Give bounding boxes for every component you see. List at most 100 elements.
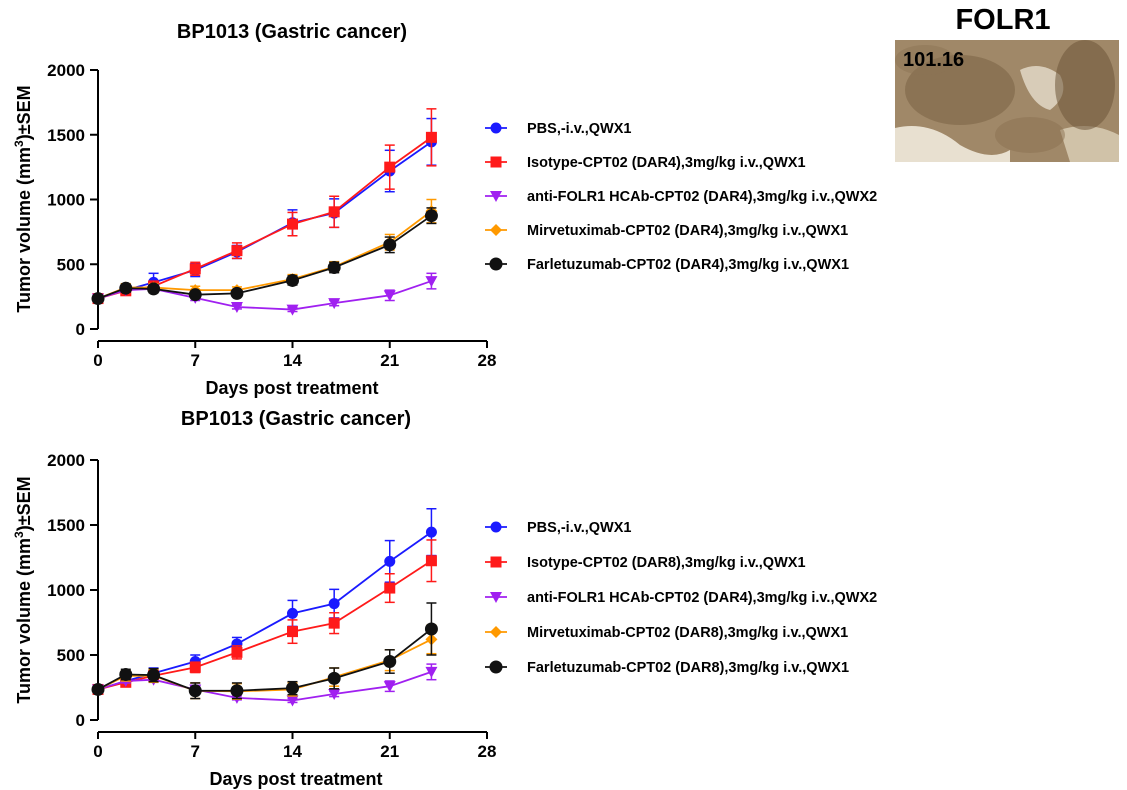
- legend-entry: Farletuzumab-CPT02 (DAR4),3mg/kg i.v.,QW…: [485, 257, 849, 273]
- y-tick-label: 500: [57, 255, 85, 274]
- legend-marker: [490, 224, 502, 236]
- data-point: [425, 666, 438, 678]
- data-point: [425, 276, 438, 288]
- series-line: [97, 136, 432, 300]
- axes: 0 500 1000 1500 2000 0 7 14 21 28: [47, 61, 496, 370]
- data-point: [286, 681, 299, 695]
- x-tick-label: 28: [478, 742, 497, 761]
- legend-marker: [490, 626, 502, 638]
- series-line: [97, 638, 432, 693]
- y-tick-label: 1000: [47, 191, 85, 210]
- x-tick-label: 21: [380, 742, 399, 761]
- legend-entry: PBS,-i.v.,QWX1: [485, 121, 631, 137]
- data-point: [189, 661, 201, 673]
- legend-marker: [489, 257, 503, 271]
- legend-marker: [490, 521, 502, 533]
- y-tick-label: 0: [76, 711, 85, 730]
- ihc-panel: FOLR1 101.16: [895, 4, 1119, 162]
- y-tick-label: 500: [57, 646, 85, 665]
- legend-label: Mirvetuximab-CPT02 (DAR4),3mg/kg i.v.,QW…: [527, 223, 848, 239]
- data-point: [328, 298, 341, 310]
- x-tick-label: 14: [283, 742, 302, 761]
- legend-marker: [490, 122, 502, 134]
- legend-marker: [490, 592, 502, 603]
- data-point: [383, 655, 397, 668]
- data-point: [230, 684, 244, 698]
- data-point: [383, 290, 396, 302]
- legend-entry: Isotype-CPT02 (DAR4),3mg/kg i.v.,QWX1: [485, 155, 806, 171]
- legend-label: PBS,-i.v.,QWX1: [527, 121, 631, 137]
- series: [92, 117, 437, 305]
- plot-area: [91, 508, 438, 707]
- data-point: [384, 555, 396, 567]
- legend-marker: [490, 156, 502, 168]
- data-point: [424, 209, 438, 223]
- y-tick-label: 2000: [47, 61, 85, 80]
- data-point: [383, 238, 397, 252]
- data-point: [425, 555, 437, 567]
- data-point: [147, 668, 161, 682]
- legend-entry: PBS,-i.v.,QWX1: [485, 520, 631, 536]
- y-tick-label: 2000: [47, 451, 85, 470]
- legend-label: PBS,-i.v.,QWX1: [527, 520, 631, 536]
- legend: PBS,-i.v.,QWX1 Isotype-CPT02 (DAR4),3mg/k…: [485, 121, 877, 273]
- series-line: [97, 210, 432, 300]
- x-tick-label: 7: [191, 351, 200, 370]
- data-point: [286, 695, 299, 707]
- legend-entry: Farletuzumab-CPT02 (DAR8),3mg/kg i.v.,QW…: [485, 660, 849, 676]
- chart-title: BP1013 (Gastric cancer): [177, 21, 407, 43]
- data-point: [425, 526, 437, 538]
- data-point: [147, 282, 161, 296]
- data-point: [384, 582, 396, 594]
- data-point: [188, 684, 202, 698]
- x-tick-label: 21: [380, 351, 399, 370]
- legend-label: anti-FOLR1 HCAb-CPT02 (DAR4),3mg/kg i.v.…: [527, 590, 877, 606]
- legend-entry: anti-FOLR1 HCAb-CPT02 (DAR4),3mg/kg i.v.…: [485, 590, 877, 606]
- data-point: [287, 607, 298, 619]
- data-point: [328, 689, 341, 700]
- series: [92, 272, 438, 316]
- legend-marker: [490, 556, 502, 568]
- chart-bottom: BP1013 (Gastric cancer) Tumor volume (mm…: [12, 408, 877, 789]
- x-axis-label: Days post treatment: [205, 378, 378, 398]
- legend-label: Farletuzumab-CPT02 (DAR8),3mg/kg i.v.,QW…: [527, 660, 849, 676]
- legend-label: Mirvetuximab-CPT02 (DAR8),3mg/kg i.v.,QW…: [527, 625, 848, 641]
- legend-marker: [490, 191, 502, 202]
- data-point: [287, 626, 298, 638]
- data-point: [286, 304, 299, 316]
- data-point: [328, 617, 340, 629]
- x-tick-label: 0: [93, 742, 102, 761]
- x-tick-label: 0: [93, 351, 102, 370]
- x-tick-label: 7: [191, 742, 200, 761]
- data-point: [425, 131, 437, 143]
- data-point: [230, 286, 244, 300]
- series: [91, 207, 438, 306]
- axes: 0 500 1000 1500 2000 0 7 14 21 28: [47, 451, 496, 761]
- legend-marker: [489, 660, 503, 674]
- ihc-stain-image: [895, 40, 1119, 162]
- x-tick-label: 14: [283, 351, 302, 370]
- data-point: [230, 301, 243, 313]
- chart-top: BP1013 (Gastric cancer) Tumor volume (mm…: [12, 21, 877, 398]
- data-point: [119, 281, 133, 295]
- series-line: [97, 531, 432, 691]
- y-axis-label: Tumor volume (mm3)±SEM: [12, 476, 34, 703]
- data-point: [119, 668, 133, 681]
- series: [92, 108, 437, 305]
- y-tick-label: 0: [76, 320, 85, 339]
- data-point: [327, 671, 341, 685]
- legend-label: anti-FOLR1 HCAb-CPT02 (DAR4),3mg/kg i.v.…: [527, 189, 877, 205]
- series-line: [97, 628, 432, 692]
- legend-label: Isotype-CPT02 (DAR8),3mg/kg i.v.,QWX1: [527, 555, 806, 571]
- x-axis-label: Days post treatment: [209, 769, 382, 789]
- y-tick-label: 1500: [47, 516, 85, 535]
- data-point: [287, 218, 298, 230]
- data-point: [383, 681, 396, 693]
- data-point: [231, 638, 243, 650]
- data-point: [189, 263, 201, 275]
- y-tick-label: 1000: [47, 581, 85, 600]
- legend-label: Farletuzumab-CPT02 (DAR4),3mg/kg i.v.,QW…: [527, 257, 849, 273]
- data-point: [91, 682, 105, 696]
- legend-entry: Mirvetuximab-CPT02 (DAR4),3mg/kg i.v.,QW…: [485, 223, 848, 239]
